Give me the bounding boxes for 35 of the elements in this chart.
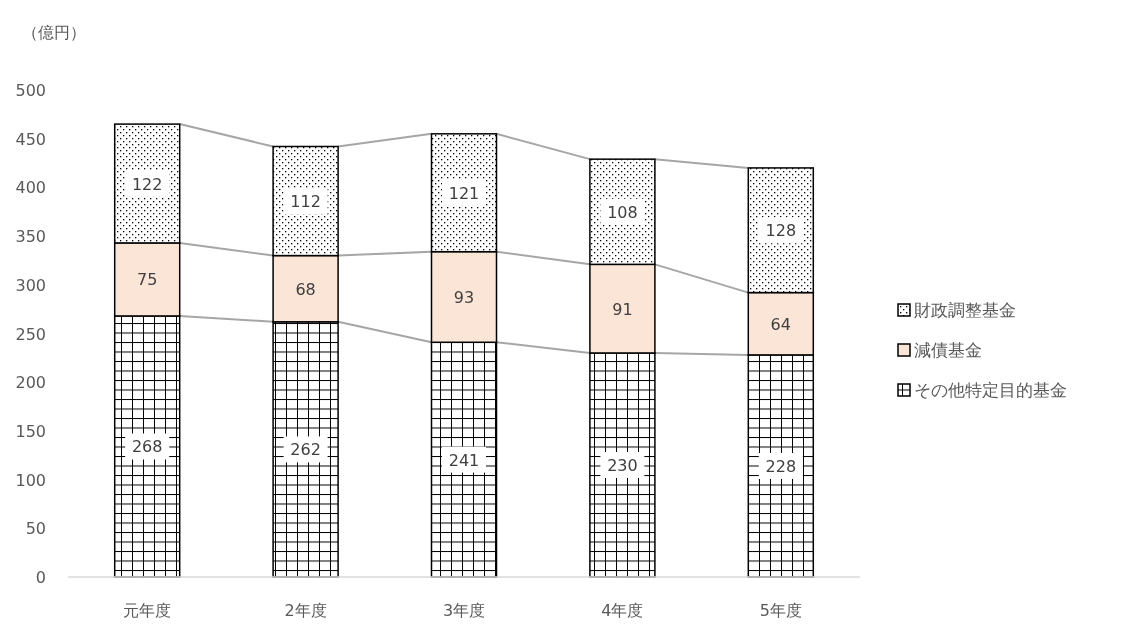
legend-label: その他特定目的基金 xyxy=(914,380,1067,400)
data-label: 93 xyxy=(453,287,475,307)
data-label: 230 xyxy=(607,455,638,475)
y-tick-label: 350 xyxy=(15,227,46,247)
x-tick-label: 2年度 xyxy=(284,601,327,620)
data-label: 68 xyxy=(295,279,316,299)
legend-label: 減債基金 xyxy=(914,340,982,360)
y-tick-label: 400 xyxy=(15,178,46,198)
y-tick-label: 0 xyxy=(35,568,46,587)
y-tick-label: 50 xyxy=(25,519,46,539)
x-tick-label: 4年度 xyxy=(601,601,644,620)
data-label: 112 xyxy=(290,192,321,212)
y-tick-label: 250 xyxy=(15,324,46,344)
y-tick-label: 200 xyxy=(15,373,46,393)
y-axis-title: （億円） xyxy=(22,23,86,42)
data-label: 262 xyxy=(290,440,321,460)
data-label: 121 xyxy=(448,183,480,203)
y-tick-label: 450 xyxy=(15,129,46,149)
y-tick-label: 500 xyxy=(15,81,46,100)
data-label: 268 xyxy=(131,437,163,457)
y-tick-label: 100 xyxy=(15,470,46,490)
x-tick-label: 5年度 xyxy=(759,601,802,620)
y-tick-label: 150 xyxy=(15,421,46,441)
x-tick-label: 元年度 xyxy=(123,601,172,620)
y-tick-label: 300 xyxy=(15,275,46,295)
data-label: 122 xyxy=(131,174,163,194)
x-tick-label: 3年度 xyxy=(442,601,486,620)
data-label: 241 xyxy=(448,450,480,470)
data-label: 91 xyxy=(612,299,633,319)
data-label: 64 xyxy=(770,314,791,334)
data-label: 228 xyxy=(765,456,797,476)
data-label: 75 xyxy=(137,270,158,290)
legend-label: 財政調整基金 xyxy=(914,300,1016,320)
data-label: 108 xyxy=(607,202,638,222)
data-label: 128 xyxy=(765,221,797,241)
